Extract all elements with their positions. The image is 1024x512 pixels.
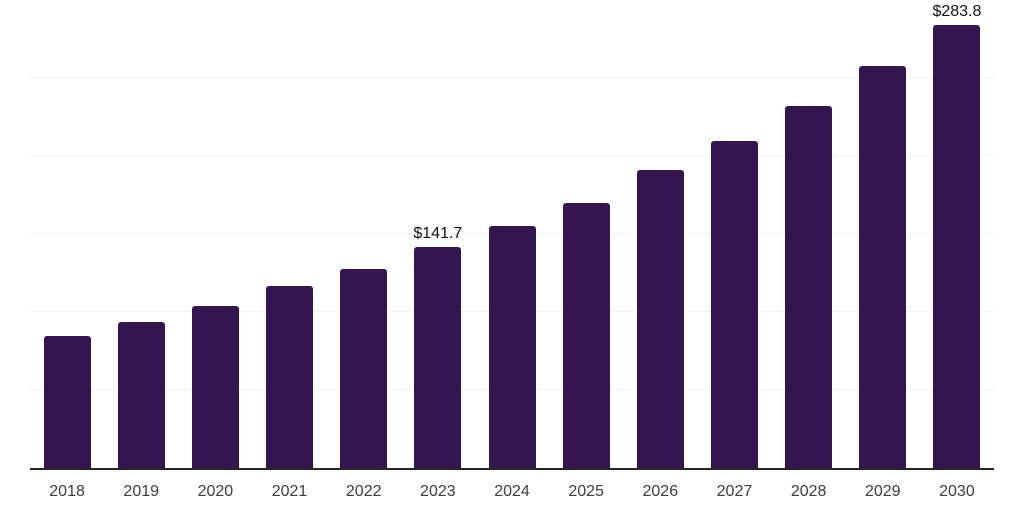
x-tick-label-2020: 2020 [197, 483, 234, 500]
x-tick-label-2024: 2024 [494, 483, 530, 500]
x-tick-label-2021: 2021 [271, 483, 308, 500]
bar-2025 [562, 202, 610, 468]
x-tick-label-2023: 2023 [420, 483, 456, 500]
bar-2027 [710, 141, 758, 468]
x-tick-label-2026: 2026 [642, 483, 679, 500]
x-tick-label-2029: 2029 [864, 483, 901, 500]
bar-2029 [859, 66, 907, 468]
data-label-2030: $283.8 [932, 3, 982, 21]
bar-2019 [117, 322, 165, 468]
gridline-250 [30, 77, 994, 78]
bar-2026 [636, 170, 684, 468]
plot-area: $141.7 $283.8 [30, 0, 994, 470]
x-tick-label-2022: 2022 [345, 483, 382, 500]
bar-2022 [340, 269, 388, 468]
x-tick-label-2028: 2028 [790, 483, 827, 500]
x-tick-label-2025: 2025 [568, 483, 604, 500]
x-tick-label-2019: 2019 [123, 483, 160, 500]
bar-2020 [191, 306, 239, 468]
x-tick-label-2030: 2030 [939, 483, 975, 500]
bar-2021 [266, 286, 314, 468]
x-tick-label-2027: 2027 [716, 483, 753, 500]
bar-2018 [43, 336, 91, 468]
data-label-2023: $141.7 [413, 224, 463, 242]
bar-2023 [414, 246, 462, 468]
gridline-200 [30, 155, 994, 156]
x-tick-label-2018: 2018 [49, 483, 85, 500]
bar-2028 [785, 106, 833, 468]
bar-2030 [933, 25, 981, 468]
bar-2024 [488, 226, 536, 468]
